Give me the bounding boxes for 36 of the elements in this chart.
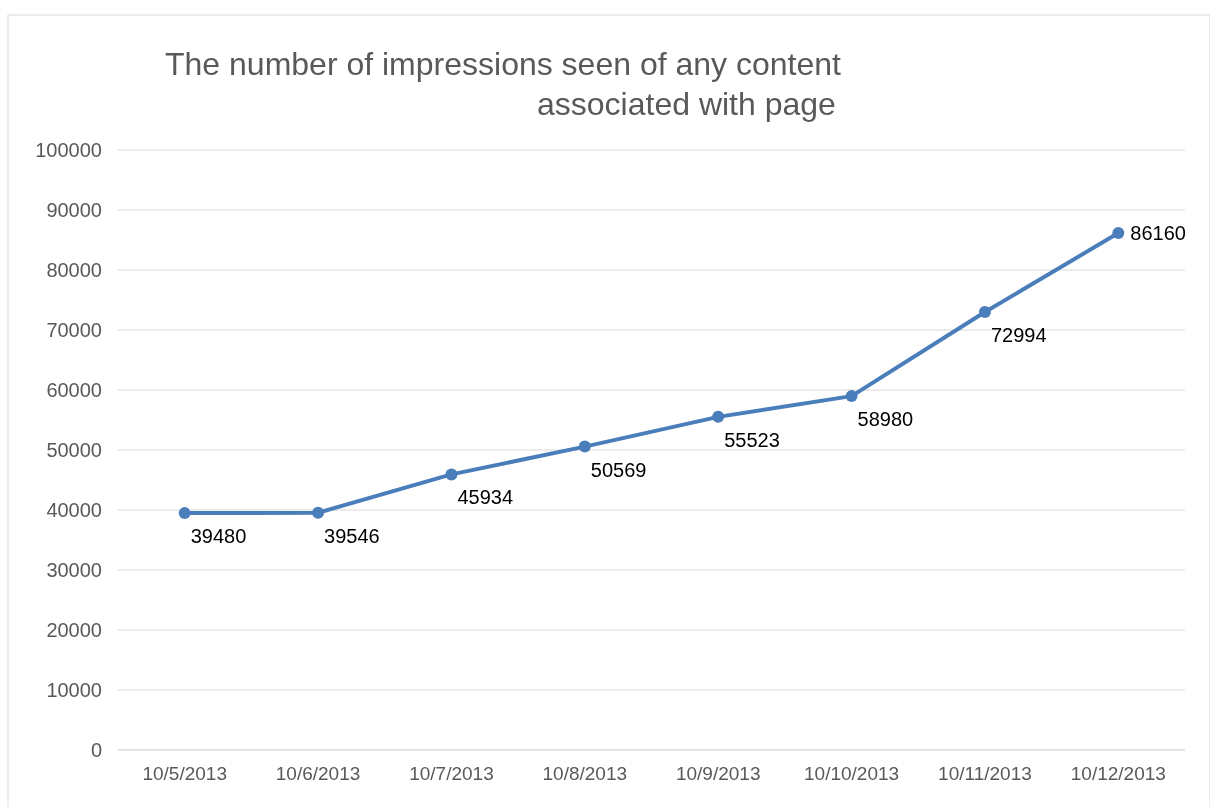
data-label: 39546 [324, 524, 380, 547]
y-tick-label: 0 [90, 739, 102, 761]
x-tick-label: 10/10/2013 [804, 763, 900, 784]
data-label: 55523 [724, 428, 780, 451]
x-tick-label: 10/7/2013 [409, 763, 494, 784]
x-tick-label: 10/11/2013 [938, 763, 1032, 784]
point [578, 440, 591, 453]
x-tick-label: 10/8/2013 [542, 763, 628, 784]
y-tick-label: 70000 [46, 319, 102, 341]
point [445, 468, 458, 481]
x-tick-label: 10/5/2013 [142, 763, 227, 784]
point [312, 506, 325, 519]
y-tick-label: 10000 [46, 679, 102, 701]
data-label: 86160 [1130, 222, 1186, 245]
y-tick-label: 40000 [46, 499, 102, 521]
y-tick-label: 50000 [46, 439, 102, 461]
data-label: 39480 [190, 525, 247, 548]
x-tick-label: 10/6/2013 [275, 763, 361, 784]
point [712, 410, 725, 423]
point [978, 306, 991, 319]
data-label: 45934 [457, 486, 514, 509]
point [1112, 227, 1125, 240]
point [845, 390, 858, 403]
y-tick-label: 60000 [46, 379, 102, 401]
chart-title: The number of impressions seen of any content associated with page [165, 46, 842, 122]
y-tick-label: 100000 [35, 139, 102, 161]
x-tick-label: 10/12/2013 [1070, 763, 1166, 784]
y-tick-label: 30000 [46, 559, 102, 581]
x-tick-label: 10/9/2013 [675, 763, 761, 784]
data-label: 72994 [990, 324, 1047, 347]
data-label: 58980 [857, 408, 914, 431]
y-tick-label: 80000 [46, 259, 102, 281]
y-tick-label: 90000 [46, 199, 102, 221]
point [178, 507, 191, 520]
y-tick-label: 20000 [46, 619, 102, 641]
data-label: 50569 [590, 458, 647, 481]
